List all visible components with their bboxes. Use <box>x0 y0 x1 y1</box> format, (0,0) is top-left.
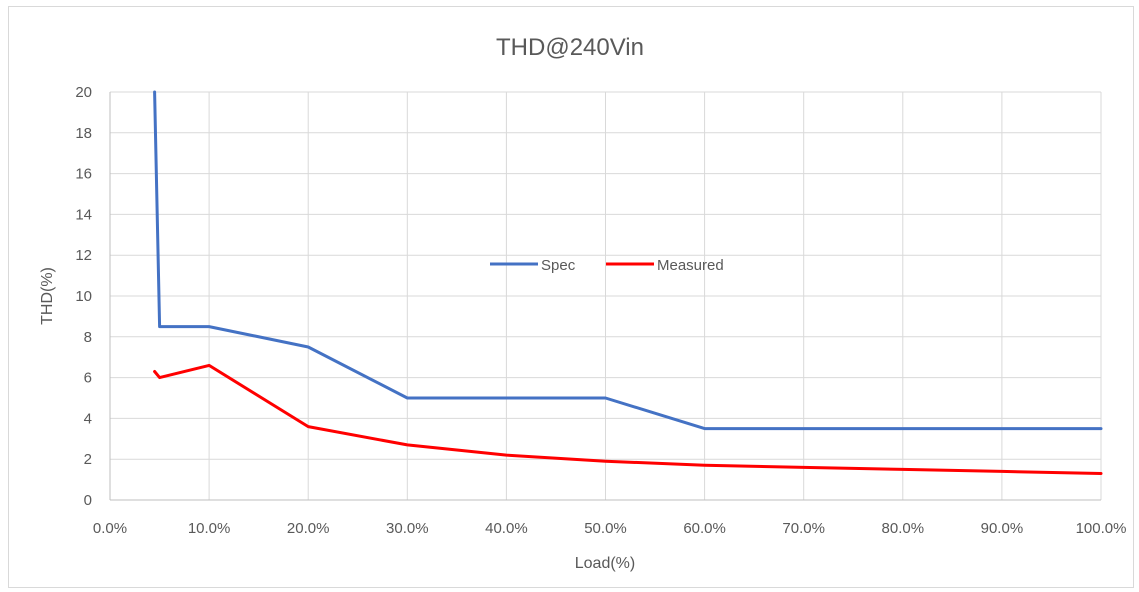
y-tick-label: 16 <box>75 166 92 183</box>
y-axis-label: THD(%) <box>39 267 56 325</box>
x-tick-label: 10.0% <box>188 520 231 537</box>
chart-title: THD@240Vin <box>496 34 644 61</box>
y-tick-label: 4 <box>84 410 92 427</box>
x-tick-label: 70.0% <box>782 520 825 537</box>
y-tick-label: 0 <box>84 492 92 509</box>
x-tick-label: 100.0% <box>1076 520 1127 537</box>
x-tick-label: 80.0% <box>882 520 925 537</box>
x-tick-label: 60.0% <box>683 520 726 537</box>
chart-frame <box>8 6 1134 588</box>
x-tick-label: 20.0% <box>287 520 330 537</box>
x-tick-label: 40.0% <box>485 520 528 537</box>
legend: Spec Measured <box>490 257 724 274</box>
grid-lines <box>110 91 1102 500</box>
y-tick-label: 14 <box>75 206 92 223</box>
y-tick-label: 20 <box>75 84 92 101</box>
axes <box>109 92 1101 501</box>
x-tick-label: 30.0% <box>386 520 429 537</box>
series-lines <box>153 90 1103 475</box>
y-tick-label: 18 <box>75 125 92 142</box>
legend-measured-label: Measured <box>657 257 724 274</box>
y-tick-label: 8 <box>84 329 92 346</box>
x-tick-label: 90.0% <box>981 520 1024 537</box>
legend-spec-label: Spec <box>541 257 576 274</box>
x-tick-label: 0.0% <box>93 520 127 537</box>
tick-labels: 0.0% 10.0% 20.0% 30.0% 40.0% 50.0% 60.0% 70.0% 8… <box>75 84 1126 537</box>
y-tick-label: 10 <box>75 288 92 305</box>
y-tick-label: 2 <box>84 451 92 468</box>
series-line-spec <box>153 90 1103 431</box>
series-line-measured <box>153 363 1103 475</box>
x-tick-label: 50.0% <box>584 520 627 537</box>
y-tick-label: 12 <box>75 247 92 264</box>
x-axis-label: Load(%) <box>575 555 635 572</box>
y-tick-label: 6 <box>84 370 92 387</box>
